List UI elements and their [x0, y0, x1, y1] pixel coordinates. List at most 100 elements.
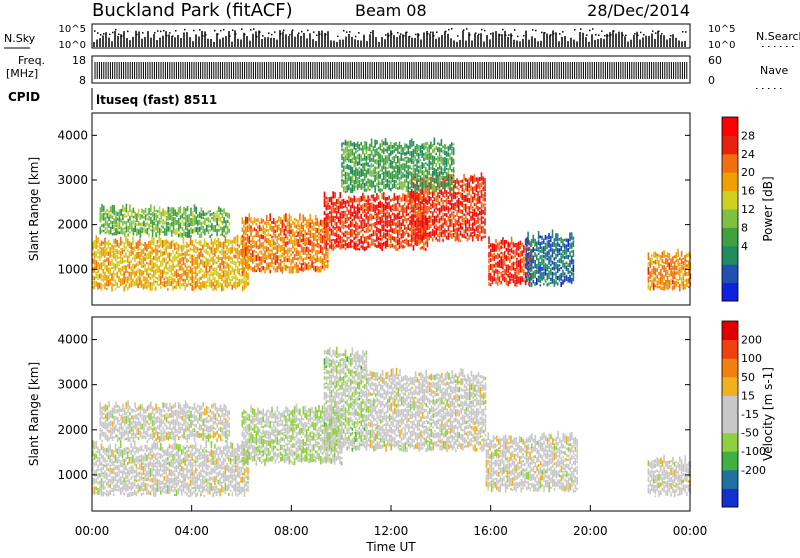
echo-cell — [179, 485, 181, 491]
echo-cell — [407, 203, 409, 210]
echo-cell — [125, 265, 127, 273]
echo-cell — [271, 456, 273, 462]
echo-cell — [495, 244, 497, 251]
echo-cell — [276, 255, 278, 263]
echo-cell — [212, 492, 214, 497]
echo-cell — [303, 439, 305, 446]
echo-cell — [341, 211, 343, 219]
echo-cell — [432, 200, 434, 208]
echo-cell — [169, 207, 171, 212]
echo-cell — [569, 243, 571, 249]
echo-cell — [449, 230, 451, 237]
echo-cell — [261, 269, 263, 272]
echo-cell — [346, 226, 348, 228]
echo-cell — [401, 223, 403, 227]
echo-cell — [428, 220, 430, 223]
echo-cell — [416, 240, 418, 247]
echo-cell — [315, 244, 317, 247]
echo-cell — [216, 475, 218, 482]
echo-cell — [392, 184, 394, 190]
echo-cell — [133, 208, 135, 213]
nsearch-dot — [658, 31, 660, 32]
echo-cell — [327, 228, 329, 236]
echo-cell — [230, 481, 232, 487]
echo-cell — [552, 242, 554, 247]
echo-cell — [137, 249, 139, 251]
echo-cell — [420, 145, 422, 153]
echo-cell — [369, 165, 371, 168]
echo-cell — [658, 254, 660, 257]
echo-cell — [451, 230, 453, 232]
echo-cell — [212, 486, 214, 491]
echo-cell — [115, 410, 117, 414]
echo-cell — [662, 252, 664, 258]
echo-cell — [649, 271, 651, 278]
echo-cell — [252, 258, 254, 264]
echo-cell — [178, 260, 180, 266]
echo-cell — [254, 424, 256, 433]
echo-cell — [200, 470, 202, 477]
echo-cell — [416, 232, 418, 240]
echo-cell — [125, 284, 127, 288]
echo-cell — [465, 236, 467, 238]
echo-cell — [301, 256, 303, 261]
echo-cell — [266, 215, 268, 222]
echo-cell — [101, 262, 103, 270]
echo-cell — [490, 243, 492, 247]
echo-cell — [448, 196, 450, 199]
echo-cell — [249, 414, 251, 421]
echo-cell — [448, 216, 450, 222]
power-ylabel: Slant Range [km] — [27, 157, 41, 261]
echo-cell — [118, 473, 120, 476]
echo-cell — [254, 418, 256, 423]
echo-cell — [132, 482, 134, 490]
echo-cell — [223, 422, 225, 430]
echo-cell — [151, 258, 153, 266]
echo-cell — [223, 458, 225, 465]
echo-cell — [173, 419, 175, 425]
echo-cell — [169, 421, 171, 430]
echo-cell — [152, 428, 154, 432]
echo-cell — [106, 252, 108, 254]
echo-cell — [214, 285, 216, 290]
echo-cell — [127, 424, 129, 430]
echo-cell — [425, 225, 427, 230]
echo-cell — [343, 180, 345, 185]
echo-cell — [232, 449, 234, 457]
echo-cell — [289, 409, 291, 412]
echo-cell — [269, 432, 271, 440]
echo-cell — [198, 241, 200, 246]
echo-cell — [380, 242, 382, 249]
echo-cell — [174, 279, 176, 283]
echo-cell — [404, 157, 406, 161]
echo-cell — [225, 440, 227, 442]
echo-cell — [162, 436, 164, 442]
echo-cell — [484, 229, 486, 235]
echo-cell — [264, 246, 266, 250]
echo-cell — [462, 193, 464, 200]
nsearch-dot — [448, 29, 450, 31]
echo-cell — [332, 202, 334, 206]
echo-cell — [406, 175, 408, 183]
echo-cell — [283, 414, 285, 417]
echo-cell — [174, 487, 176, 492]
echo-cell — [136, 436, 138, 438]
echo-cell — [327, 197, 329, 202]
echo-cell — [387, 219, 389, 228]
echo-cell — [327, 238, 329, 241]
echo-cell — [369, 168, 371, 177]
echo-cell — [278, 430, 280, 435]
echo-cell — [167, 277, 169, 285]
echo-cell — [194, 215, 196, 219]
echo-cell — [278, 237, 280, 240]
echo-cell — [221, 461, 223, 470]
echo-cell — [221, 269, 223, 274]
echo-cell — [311, 241, 313, 247]
echo-cell — [182, 219, 184, 223]
echo-cell — [235, 455, 237, 464]
echo-cell — [133, 437, 135, 443]
echo-cell — [371, 234, 373, 237]
echo-cell — [392, 171, 394, 177]
echo-cell — [243, 441, 245, 447]
echo-cell — [174, 494, 176, 496]
